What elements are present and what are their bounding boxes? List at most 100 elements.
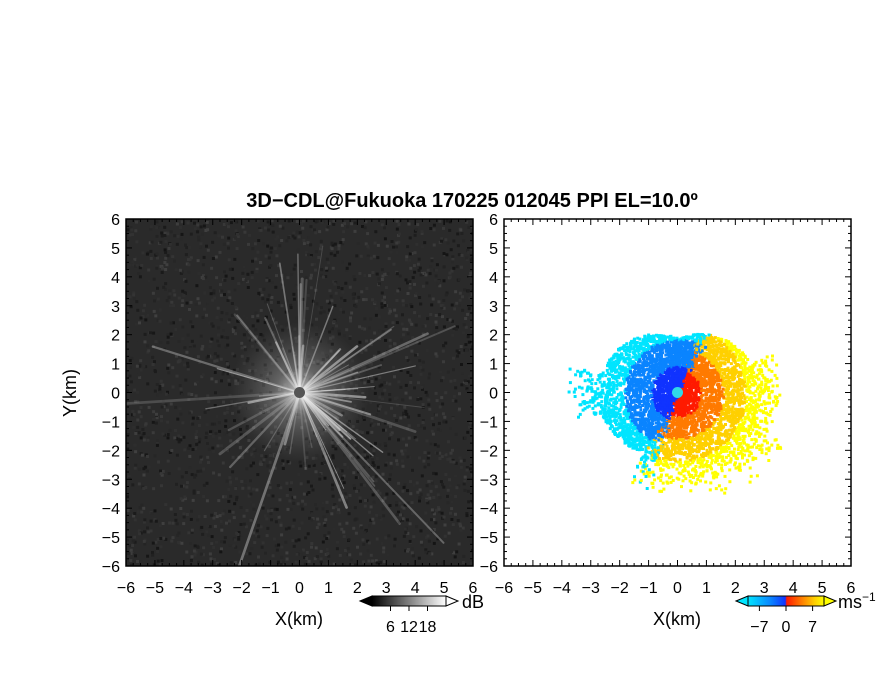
speckle-pixel — [456, 325, 459, 329]
speckle-pixel — [385, 244, 389, 248]
speckle-pixel — [406, 261, 410, 265]
velocity-pixel — [600, 400, 604, 404]
speckle-pixel — [285, 481, 289, 485]
speckle-pixel — [458, 298, 462, 302]
velocity-pixel — [699, 352, 703, 356]
speckle-pixel — [143, 312, 147, 316]
speckle-pixel — [180, 270, 184, 274]
speckle-pixel — [210, 542, 214, 546]
speckle-pixel — [273, 466, 277, 470]
speckle-pixel — [448, 457, 452, 461]
speckle-pixel — [332, 527, 336, 531]
speckle-pixel — [296, 502, 300, 506]
speckle-pixel — [415, 340, 419, 344]
velocity-pixel — [694, 392, 698, 396]
speckle-pixel — [176, 437, 180, 441]
speckle-pixel — [200, 375, 204, 379]
speckle-pixel — [432, 541, 436, 545]
speckle-pixel — [388, 344, 392, 348]
speckle-pixel — [440, 306, 444, 310]
speckle-pixel — [183, 497, 187, 501]
speckle-pixel — [241, 225, 245, 229]
speckle-pixel — [204, 361, 208, 364]
velocity-pixel — [760, 358, 764, 362]
speckle-pixel — [275, 507, 279, 511]
speckle-pixel — [374, 230, 378, 234]
speckle-pixel — [377, 282, 381, 286]
speckle-pixel — [401, 299, 405, 303]
speckle-pixel — [126, 433, 130, 436]
speckle-pixel — [131, 413, 134, 417]
speckle-pixel — [164, 282, 168, 286]
speckle-pixel — [372, 500, 376, 504]
speckle-pixel — [169, 230, 173, 234]
velocity-pixel — [567, 390, 571, 394]
speckle-pixel — [166, 420, 170, 424]
speckle-pixel — [237, 326, 241, 330]
speckle-pixel — [239, 533, 243, 537]
speckle-pixel — [240, 341, 244, 345]
speckle-pixel — [377, 365, 381, 369]
velocity-pixel — [722, 459, 726, 463]
velocity-pixel — [715, 427, 719, 431]
velocity-pixel — [725, 354, 729, 358]
speckle-pixel — [130, 228, 134, 232]
speckle-pixel — [210, 266, 214, 270]
speckle-pixel — [327, 301, 331, 305]
speckle-pixel — [231, 411, 235, 415]
velocity-pixel — [673, 449, 677, 453]
speckle-pixel — [371, 298, 374, 302]
speckle-pixel — [196, 518, 200, 522]
speckle-pixel — [452, 266, 456, 270]
speckle-pixel — [416, 490, 420, 494]
speckle-pixel — [374, 313, 378, 317]
velocity-pixel — [720, 357, 724, 361]
velocity-pixel — [754, 398, 758, 402]
speckle-pixel — [358, 325, 362, 329]
speckle-pixel — [349, 558, 353, 562]
speckle-pixel — [368, 326, 371, 330]
speckle-pixel — [245, 449, 249, 453]
velocity-pixel — [708, 445, 711, 449]
speckle-pixel — [362, 298, 366, 302]
velocity-pixel — [629, 388, 633, 392]
speckle-pixel — [151, 431, 155, 435]
speckle-pixel — [266, 240, 270, 244]
speckle-pixel — [191, 448, 195, 451]
speckle-pixel — [363, 453, 366, 457]
velocity-pixel — [694, 394, 698, 398]
speckle-pixel — [459, 459, 463, 463]
speckle-pixel — [348, 505, 352, 509]
speckle-pixel — [261, 506, 265, 510]
velocity-pixel — [661, 457, 665, 460]
speckle-pixel — [166, 333, 170, 337]
speckle-pixel — [404, 383, 408, 387]
speckle-pixel — [330, 327, 334, 331]
speckle-pixel — [440, 511, 444, 515]
speckle-pixel — [323, 476, 327, 480]
speckle-pixel — [136, 390, 139, 394]
speckle-pixel — [421, 245, 424, 249]
velocity-pixel — [764, 427, 768, 431]
velocity-pixel — [655, 352, 659, 356]
speckle-pixel — [441, 402, 445, 406]
speckle-pixel — [185, 485, 189, 489]
speckle-pixel — [350, 564, 354, 566]
speckle-pixel — [155, 440, 159, 444]
speckle-pixel — [126, 389, 130, 393]
speckle-pixel — [180, 436, 183, 440]
speckle-pixel — [138, 506, 142, 510]
speckle-pixel — [231, 455, 235, 459]
speckle-pixel — [410, 551, 414, 555]
speckle-pixel — [319, 244, 323, 248]
speckle-pixel — [259, 261, 263, 264]
speckle-pixel — [384, 286, 388, 290]
speckle-pixel — [457, 542, 461, 546]
speckle-pixel — [381, 472, 385, 476]
speckle-pixel — [288, 499, 292, 503]
speckle-pixel — [255, 335, 259, 339]
speckle-pixel — [132, 514, 136, 518]
speckle-pixel — [378, 384, 382, 388]
speckle-pixel — [310, 484, 313, 488]
